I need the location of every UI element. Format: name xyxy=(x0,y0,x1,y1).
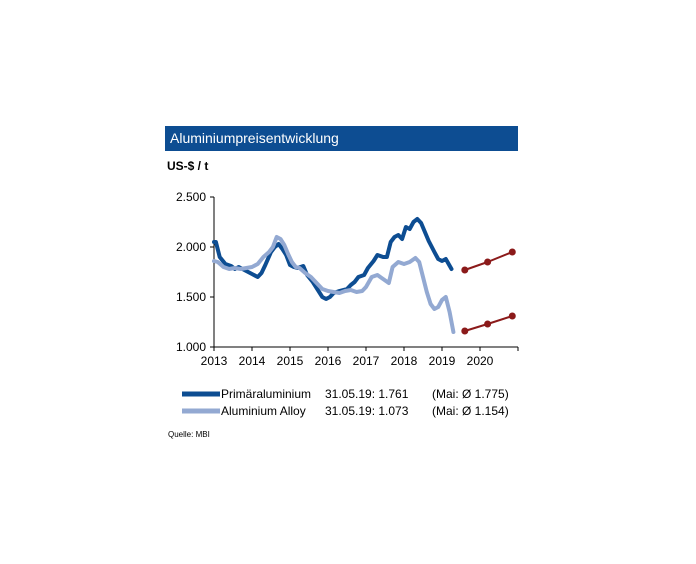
legend-average: (Mai: Ø 1.775) xyxy=(432,387,509,401)
x-tick-label: 2016 xyxy=(315,354,342,368)
source-note: Quelle: MBI xyxy=(168,430,210,439)
legend-label: Primäraluminium xyxy=(221,387,311,401)
x-tick-label: 2013 xyxy=(201,354,228,368)
legend: Primäraluminium 31.05.19: 1.761 (Mai: Ø 1.… xyxy=(182,387,509,418)
y-tick-label: 1.500 xyxy=(176,290,206,304)
legend-date-value: 31.05.19: 1.761 xyxy=(325,387,409,401)
forecast-point xyxy=(461,266,469,274)
forecast-point xyxy=(484,258,492,266)
forecast-point xyxy=(484,320,492,328)
axes: 1.000 1.500 2.000 2.500 2013 2014 2015 2016 2017… xyxy=(176,190,519,368)
x-tick-label: 2018 xyxy=(391,354,418,368)
chart-title: Aluminiumpreisentwicklung xyxy=(165,126,518,151)
x-tick-label: 2017 xyxy=(353,354,380,368)
y-axis-unit: US-$ / t xyxy=(167,159,209,173)
forecast-point xyxy=(508,312,516,320)
x-tick-label: 2020 xyxy=(467,354,494,368)
series-group xyxy=(212,217,516,335)
x-tick-label: 2014 xyxy=(239,354,266,368)
forecast-point xyxy=(508,248,516,256)
x-tick-label: 2019 xyxy=(429,354,456,368)
x-tick-label: 2015 xyxy=(277,354,304,368)
legend-date-value: 31.05.19: 1.073 xyxy=(325,404,409,418)
y-tick-label: 2.500 xyxy=(176,190,206,204)
series-line-aluminium-alloy xyxy=(212,235,456,334)
y-tick-label: 1.000 xyxy=(176,340,206,354)
y-tick-label: 2.000 xyxy=(176,240,206,254)
forecast-point xyxy=(461,327,469,335)
legend-label: Aluminium Alloy xyxy=(221,404,306,418)
legend-average: (Mai: Ø 1.154) xyxy=(432,404,509,418)
series-line-primäraluminium xyxy=(212,217,454,301)
